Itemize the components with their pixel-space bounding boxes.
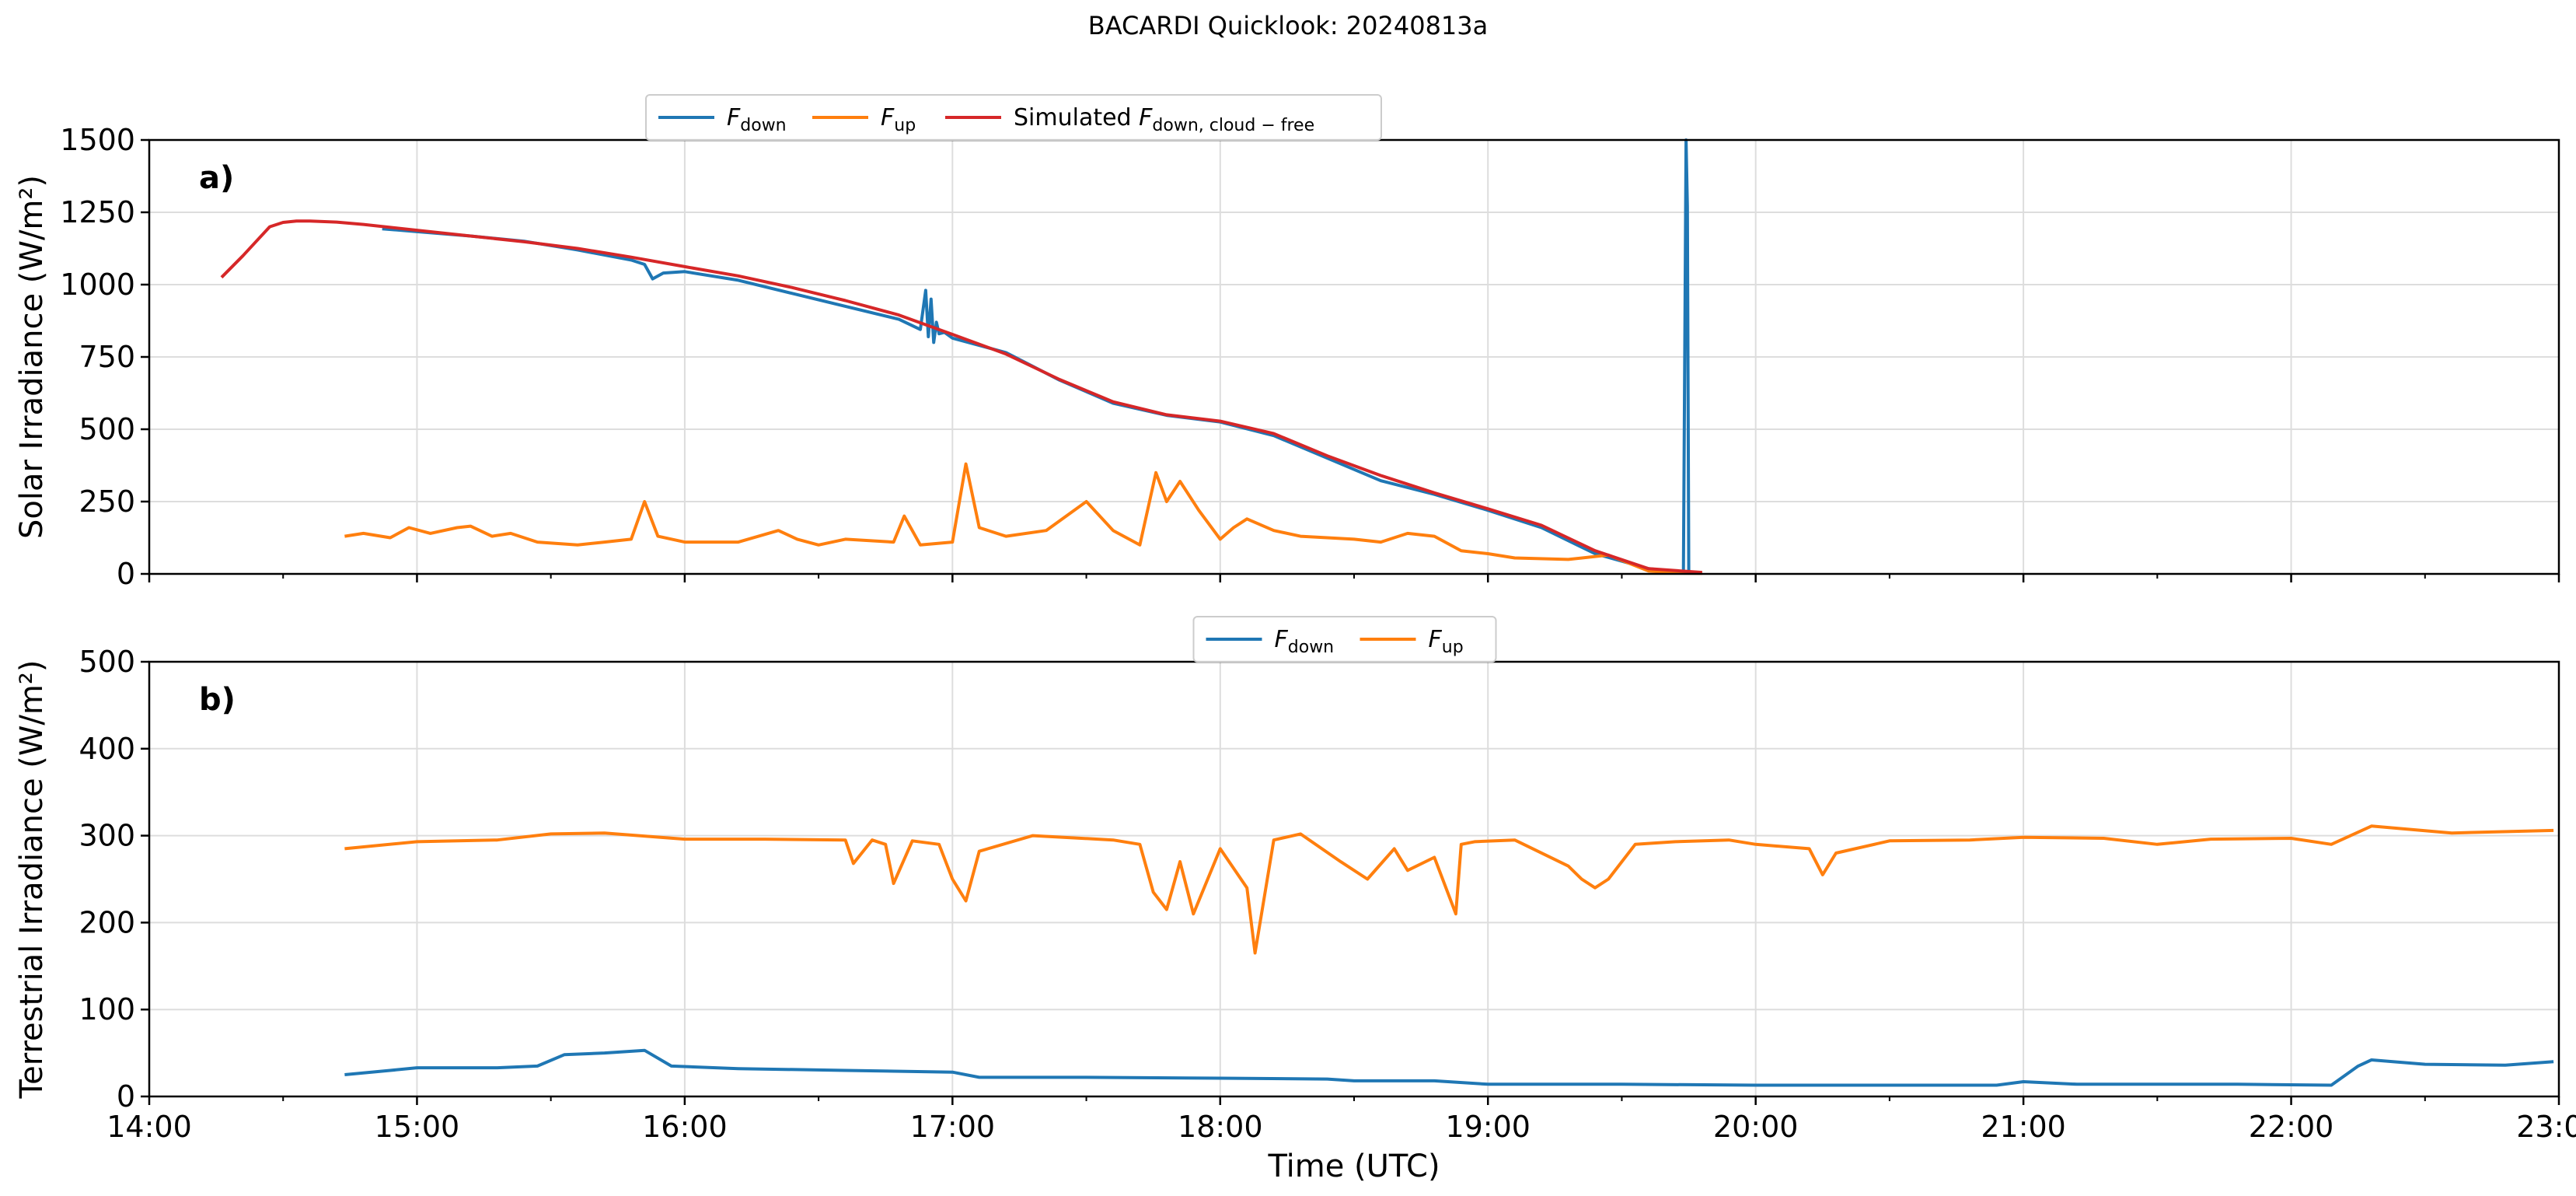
panel-a-series-1-line <box>344 462 1702 575</box>
panel-a-label: a) <box>199 160 234 196</box>
panel-b-frame <box>148 660 2560 1098</box>
panel-b-xtick-label: 21:00 <box>1981 1110 2066 1144</box>
panel-b-legend-box <box>1192 616 1497 663</box>
panel-a-ytick-label: 750 <box>79 340 135 374</box>
panel-b-xtick-label: 16:00 <box>642 1110 728 1144</box>
panel-b-label: b) <box>199 682 236 718</box>
panel-b-ytick-label: 0 <box>117 1079 135 1114</box>
panel-a-legend-box <box>645 94 1382 141</box>
panel-b-xlabel: Time (UTC) <box>1267 1149 1440 1184</box>
panel-a-legend-entry-2: Simulated Fdown, cloud − free <box>1014 104 1314 135</box>
panel-b-ytick-label: 200 <box>79 905 135 939</box>
panel-b-xtick-label: 20:00 <box>1713 1110 1799 1144</box>
figure-title: BACARDI Quicklook: 20240813a <box>1088 11 1489 40</box>
panel-b-ytick-label: 100 <box>79 992 135 1026</box>
panel-a-ytick-label: 250 <box>79 484 135 519</box>
panel-a-ytick-label: 1000 <box>60 268 135 302</box>
panel-b-ytick-label: 300 <box>79 819 135 853</box>
panel-b-series-1-line <box>344 824 2554 955</box>
panel-a-series-2-line <box>220 219 1702 575</box>
panel-b-legend-entry-1: Fup <box>1429 626 1464 657</box>
panel-a-ytick-label: 1500 <box>60 123 135 157</box>
panel-b-xtick-label: 17:00 <box>910 1110 996 1144</box>
panel-a-ylabel: Solar Irradiance (W/m²) <box>14 175 50 539</box>
panel-b-legend-entry-0: Fdown <box>1275 626 1335 657</box>
legend-layer: Fdown Fup Simulated Fdown, cloud − free Fdo… <box>645 94 1497 663</box>
panel-b-series-0-line <box>344 1048 2554 1087</box>
panel-b-ytick-label: 500 <box>79 645 135 679</box>
panel-b-xtick-label: 19:00 <box>1445 1110 1531 1144</box>
panel-b-ytick-label: 400 <box>79 732 135 766</box>
panel-b-xtick-label: 22:00 <box>2249 1110 2334 1144</box>
panel-a-legend-entry-1: Fup <box>881 104 916 135</box>
panel-b-xtick-label: 18:00 <box>1178 1110 1263 1144</box>
panel-b-ylabel: Terrestrial Irradiance (W/m²) <box>14 659 50 1099</box>
data-layer <box>220 138 2554 1087</box>
panel-a-ytick-label: 0 <box>117 557 135 591</box>
panel-a-ytick-label: 1250 <box>60 195 135 229</box>
panel-b-xtick-label: 15:00 <box>375 1110 460 1144</box>
panel-a-legend-entry-0: Fdown <box>727 104 787 135</box>
panel-b-xtick-label: 23:00 <box>2516 1110 2576 1144</box>
panel-b-xtick-label: 14:00 <box>106 1110 192 1144</box>
panel-a-ytick-label: 500 <box>79 412 135 446</box>
